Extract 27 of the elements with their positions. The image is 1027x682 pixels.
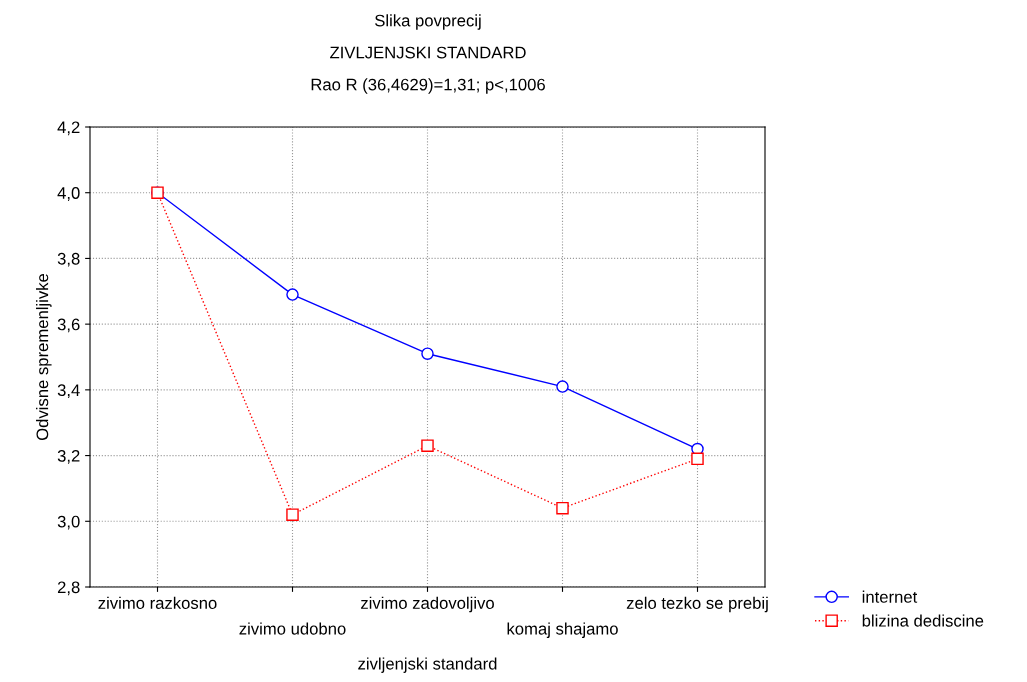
y-tick-label: 3,4 <box>57 384 80 399</box>
y-axis-title: Odvisne spremenljivke <box>36 273 52 441</box>
y-tick-label: 3,6 <box>57 318 80 333</box>
x-tick-label: komaj shajamo <box>507 622 618 638</box>
point <box>556 380 569 393</box>
x-tick-label: zivimo razkosno <box>98 596 217 609</box>
y-tick-label: 2,8 <box>57 581 80 596</box>
x-tick-label: zivimo udobno <box>239 622 346 635</box>
legend-label: blizina dediscine <box>862 614 984 627</box>
text: Rao R (36,4629)=1,31; p<,1006 <box>311 78 545 94</box>
point <box>421 439 434 452</box>
x-axis-title: zivljenjski standard <box>358 657 497 673</box>
point <box>421 347 434 360</box>
y-tick-label: 4,0 <box>57 187 80 201</box>
chart-subtitle: ZIVLJENJSKI STANDARD <box>330 46 526 59</box>
legend-label: internet <box>862 590 918 603</box>
point <box>286 508 299 521</box>
y-tick-label: 3,2 <box>57 449 80 464</box>
x-tick-label: zivimo zadovoljivo <box>361 596 494 613</box>
point <box>556 501 569 515</box>
chart-title: Slika povprecij <box>375 14 481 30</box>
y-tick-label: 3,8 <box>57 252 80 267</box>
x-tick-label: zelo tezko se prebij <box>626 596 768 613</box>
y-tick-label: 3,0 <box>57 515 80 530</box>
point <box>286 288 299 301</box>
point <box>691 452 704 466</box>
y-tick-label: 4,2 <box>57 121 80 136</box>
